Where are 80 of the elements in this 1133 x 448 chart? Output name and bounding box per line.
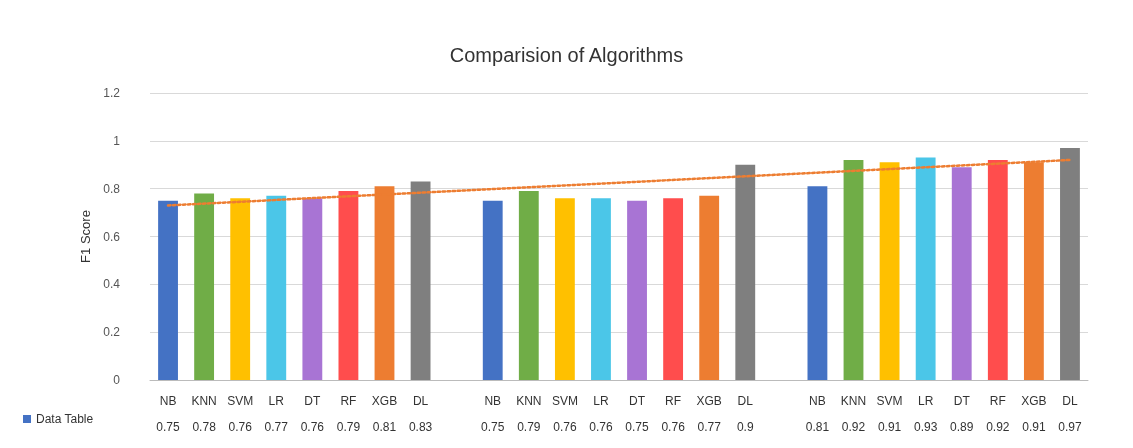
data-label: 0.81: [805, 420, 830, 434]
data-label: 0.79: [517, 420, 541, 434]
data-label: 0.83: [408, 420, 433, 434]
x-tick-label: DT: [304, 394, 322, 408]
x-tick-label: KNN: [840, 394, 867, 408]
bar: [410, 181, 431, 380]
x-tick-label: DL: [412, 394, 429, 408]
bar: [879, 162, 900, 380]
bar: [554, 198, 575, 380]
data-label: 0.81: [372, 420, 397, 434]
x-tick-label: LR: [268, 394, 285, 408]
bar: [951, 167, 972, 380]
bar: [338, 191, 359, 380]
y-tick-label: 1: [113, 133, 121, 148]
bar: [230, 198, 251, 380]
x-tick-label: RF: [989, 394, 1006, 408]
data-label: 0.9: [736, 420, 754, 434]
x-tick-label: SVM: [876, 394, 903, 408]
x-tick-label: KNN: [516, 394, 542, 408]
data-label: 0.75: [481, 420, 505, 434]
x-tick-label: NB: [484, 394, 502, 408]
data-label: 0.76: [300, 420, 325, 434]
legend-label: Data Table: [36, 412, 94, 426]
data-label: 0.76: [228, 420, 253, 434]
data-label: 0.75: [156, 420, 181, 434]
bar: [302, 198, 323, 380]
bar: [699, 195, 720, 380]
bar: [266, 195, 287, 380]
data-label: 0.79: [336, 420, 361, 434]
bar: [194, 193, 215, 380]
y-tick-label: 0.2: [103, 325, 121, 340]
x-tick-label: XGB: [1021, 394, 1047, 408]
bar: [627, 200, 647, 380]
bar: [915, 157, 936, 380]
x-tick-label: RF: [340, 394, 357, 408]
data-label: 0.78: [192, 420, 217, 434]
x-tick-label: LR: [593, 394, 609, 408]
y-tick-label: 0.8: [103, 181, 121, 196]
bar: [591, 198, 611, 380]
x-tick-label: KNN: [191, 394, 217, 408]
x-tick-label: DL: [1062, 394, 1078, 408]
data-label: 0.97: [1058, 420, 1082, 434]
data-label: 0.91: [877, 420, 902, 434]
chart-title: Comparision of Algorithms: [449, 44, 684, 66]
bar: [158, 200, 178, 380]
data-label: 0.91: [1022, 420, 1046, 434]
bar: [518, 191, 539, 380]
y-axis-title: F1 Score: [78, 210, 94, 263]
bar: [663, 198, 684, 380]
x-tick-label: DT: [629, 394, 646, 408]
data-label: 0.76: [553, 420, 577, 434]
data-label: 0.92: [841, 420, 866, 434]
bar: [807, 186, 828, 380]
x-tick-label: XGB: [696, 394, 722, 408]
x-tick-label: RF: [665, 394, 682, 408]
data-label: 0.77: [264, 420, 289, 434]
data-label: 0.92: [986, 420, 1010, 434]
x-tick-label: NB: [809, 394, 826, 408]
x-tick-label: SVM: [227, 394, 254, 408]
x-tick-label: NB: [159, 394, 177, 408]
data-label: 0.93: [913, 420, 938, 434]
bar: [1060, 148, 1080, 380]
y-tick-label: 0: [113, 373, 121, 387]
y-tick-label: 0.4: [103, 277, 121, 292]
x-tick-label: LR: [917, 394, 934, 408]
bar: [843, 159, 864, 380]
data-label: 0.77: [697, 420, 722, 434]
y-tick-label: 1.2: [103, 86, 121, 100]
x-tick-label: SVM: [551, 394, 578, 408]
bar: [482, 200, 503, 380]
x-tick-label: DT: [953, 394, 971, 408]
x-tick-label: DL: [737, 394, 754, 408]
y-tick-label: 0.6: [103, 229, 121, 244]
bar: [987, 159, 1008, 380]
bar: [735, 164, 756, 380]
data-label: 0.75: [625, 420, 650, 434]
data-label: 0.89: [950, 420, 974, 434]
x-tick-label: XGB: [371, 394, 398, 408]
data-label: 0.76: [589, 420, 613, 434]
data-label: 0.76: [661, 420, 686, 434]
